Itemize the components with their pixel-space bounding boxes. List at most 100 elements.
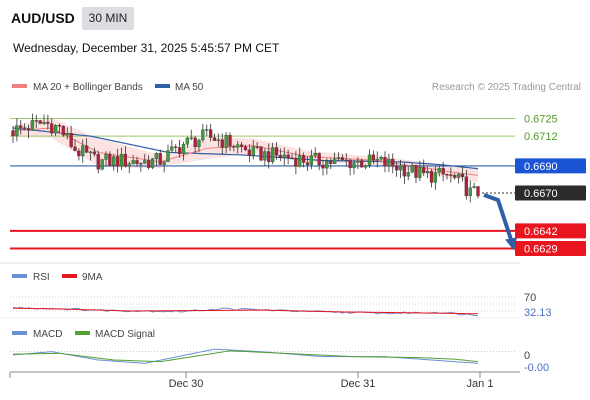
candle-body: [418, 167, 421, 177]
resistance-label-1: 0.6725: [524, 114, 558, 126]
candle-body: [209, 130, 212, 138]
candle-body: [469, 188, 472, 196]
candle-body: [461, 174, 464, 177]
candle-body: [302, 155, 305, 162]
candle-body: [329, 161, 332, 164]
candle-body: [310, 156, 313, 165]
macd-zero-label: 0: [524, 350, 530, 362]
candle-body: [244, 147, 247, 150]
candle-body: [333, 159, 336, 164]
pivot-level-label: 0.6690: [524, 161, 558, 173]
candle-body: [457, 174, 460, 178]
candle-body: [151, 159, 154, 168]
candle-body: [182, 144, 185, 154]
candle-body: [155, 153, 158, 158]
candle-body: [174, 147, 177, 148]
candle-body: [139, 163, 142, 164]
candle-body: [136, 160, 139, 163]
candle-body: [279, 155, 282, 157]
rsi-lines: [10, 297, 515, 316]
candle-body: [201, 130, 204, 140]
candle-body: [132, 160, 135, 163]
candle-body: [35, 120, 38, 121]
candle-body: [74, 147, 77, 151]
ma50-legend-label: MA 50: [175, 82, 204, 93]
candle-body: [267, 152, 270, 162]
candle-body: [477, 186, 480, 196]
candle-body: [403, 166, 406, 176]
candle-body: [252, 147, 255, 156]
macd-legend-swatch: [12, 331, 27, 335]
candle-body: [236, 145, 239, 148]
candle-body: [442, 168, 445, 174]
candle-body: [384, 157, 387, 166]
macd-lines: [10, 349, 515, 363]
candle-body: [291, 158, 294, 159]
candle-body: [368, 155, 371, 166]
projection-arrow: [484, 195, 512, 243]
support-label-1: 0.6642: [524, 226, 558, 238]
candle-body: [58, 125, 61, 126]
ma50-legend-swatch: [155, 84, 170, 88]
ma20-legend-swatch: [12, 84, 27, 88]
candle-body: [232, 146, 235, 147]
candle-body: [256, 147, 259, 148]
candle-body: [294, 158, 297, 166]
rsi-line: [13, 307, 478, 316]
research-credit: Research © 2025 Trading Central: [432, 82, 581, 93]
candle-body: [449, 175, 452, 176]
candle-body: [167, 151, 170, 162]
candle-body: [349, 160, 352, 168]
candle-body: [85, 146, 88, 153]
candle-body: [147, 160, 150, 167]
support-label-2: 0.6629: [524, 244, 558, 256]
candle-body: [287, 155, 290, 158]
last-price-label: 0.6670: [524, 188, 558, 200]
candle-body: [27, 128, 30, 130]
candle-body: [50, 124, 53, 134]
candle-body: [275, 148, 278, 156]
candle-body: [407, 172, 410, 176]
candle-body: [422, 167, 425, 173]
candle-body: [325, 161, 328, 168]
candle-body: [77, 151, 80, 156]
candle-body: [12, 131, 15, 136]
candle-body: [19, 126, 22, 128]
candle-body: [81, 146, 84, 156]
candle-body: [213, 138, 216, 141]
candle-body: [70, 133, 73, 147]
candle-body: [112, 156, 115, 165]
candle-body: [399, 166, 402, 170]
candle-body: [341, 158, 344, 160]
macd-value-label: -0.00: [524, 362, 549, 374]
candle-body: [89, 152, 92, 153]
resistance-label-2: 0.6712: [524, 131, 558, 143]
candle-body: [229, 135, 232, 146]
candle-body: [473, 186, 476, 187]
candle-body: [430, 171, 433, 182]
candle-body: [360, 161, 363, 168]
candle-body: [225, 135, 228, 147]
candle-body: [163, 162, 166, 165]
rsi-ma-legend-label: 9MA: [82, 272, 103, 283]
candle-body: [434, 173, 437, 183]
rsi-level-label: 70: [524, 292, 536, 304]
candle-body: [101, 160, 104, 170]
candle-body: [23, 128, 26, 129]
candle-body: [186, 138, 189, 144]
candle-body: [46, 122, 49, 123]
candle-body: [39, 121, 42, 124]
candle-body: [364, 166, 367, 168]
x-tick-label: Dec 30: [169, 378, 204, 390]
rsi-ma-legend-swatch: [62, 274, 77, 278]
macd-legend-label: MACD: [33, 329, 62, 340]
x-tick-label: Jan 1: [467, 378, 494, 390]
candle-body: [120, 154, 123, 166]
candle-body: [116, 156, 119, 166]
candle-body: [143, 160, 146, 163]
candle-body: [240, 145, 243, 147]
candle-body: [395, 166, 398, 170]
candle-body: [54, 125, 57, 133]
candle-body: [194, 138, 197, 147]
candle-body: [178, 147, 181, 153]
